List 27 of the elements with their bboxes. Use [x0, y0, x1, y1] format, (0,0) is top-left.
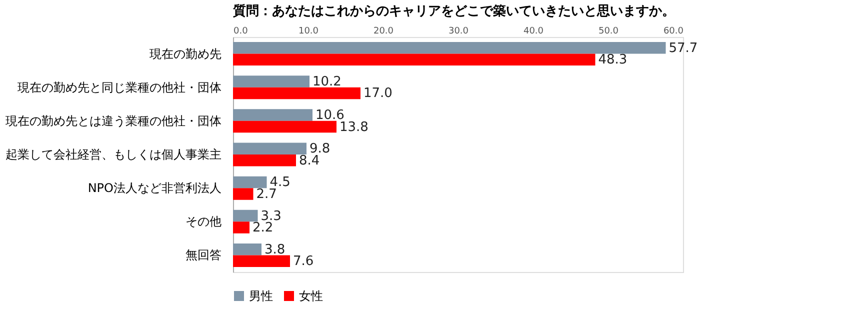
- x-tick-label: 40.0: [523, 26, 544, 36]
- y-tick-label: 起業して会社経営、もしくは個人事業主: [6, 148, 222, 162]
- data-label: 2.7: [256, 186, 277, 202]
- x-tick-label: 30.0: [448, 26, 469, 36]
- data-label: 3.8: [264, 242, 286, 258]
- data-label: 10.2: [312, 74, 342, 90]
- y-tick-label: 現在の勤め先と同じ業種の他社・団体: [18, 80, 222, 94]
- x-tick-label: 10.0: [298, 26, 319, 36]
- x-tick-label: 60.0: [663, 26, 684, 36]
- x-tick-label: 20.0: [373, 26, 394, 36]
- legend-label: 女性: [299, 289, 323, 303]
- legend-label: 男性: [249, 289, 273, 303]
- y-tick-label: 無回答: [186, 248, 222, 262]
- data-label: 8.4: [299, 153, 320, 168]
- data-label: 7.6: [293, 254, 314, 270]
- data-label: 2.2: [252, 220, 274, 236]
- chart-title: 質問：あなたはこれからのキャリアをどこで築いていきたいと思いますか。: [232, 3, 675, 19]
- y-tick-label: その他: [186, 214, 222, 229]
- data-label: 13.8: [340, 120, 368, 135]
- y-tick-label: 現在の勤め先とは違う業種の他社・団体: [6, 114, 222, 128]
- data-label: 17.0: [364, 86, 392, 102]
- data-label: 48.3: [598, 52, 628, 68]
- y-tick-label: NPO法人など非営利法人: [88, 181, 222, 196]
- x-tick-label: 50.0: [598, 26, 619, 36]
- x-tick-label: 0.0: [234, 26, 248, 36]
- y-tick-label: 現在の勤め先: [150, 46, 222, 61]
- data-label: 57.7: [668, 40, 698, 56]
